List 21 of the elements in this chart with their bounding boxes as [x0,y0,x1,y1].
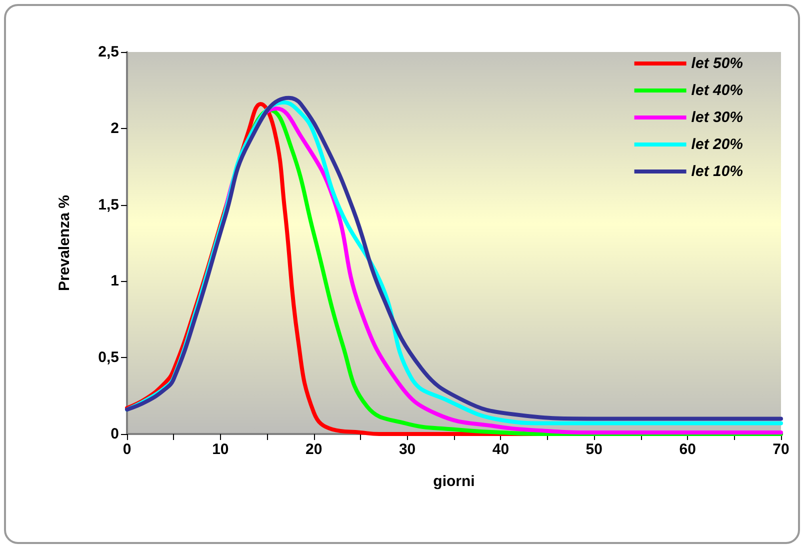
y-tick-label: 1,5 [98,196,119,214]
x-tick-label: 30 [398,441,416,458]
y-tick-label: 2,5 [98,44,119,60]
y-tick-label: 0,5 [98,349,119,366]
legend-label: let 50% [691,55,744,72]
legend-label: let 20% [691,136,744,153]
x-tick-label: 50 [586,441,602,458]
y-tick-label: 2 [110,120,119,137]
x-tick-label: 40 [492,441,510,458]
legend-label: let 40% [691,82,744,99]
x-tick-label: 0 [122,441,132,458]
x-tick-label: 20 [306,441,322,458]
legend-label: let 30% [691,109,744,126]
x-tick-label: 60 [679,441,696,458]
y-tick-label: 1 [110,272,119,290]
y-tick-label: 0 [110,426,119,442]
x-tick-label: 10 [212,441,229,458]
x-tick-label: 70 [772,441,790,458]
y-axis-title: Prevalenza % [56,195,73,291]
legend-label: let 10% [691,163,744,180]
x-axis-title: giorni [433,473,475,490]
